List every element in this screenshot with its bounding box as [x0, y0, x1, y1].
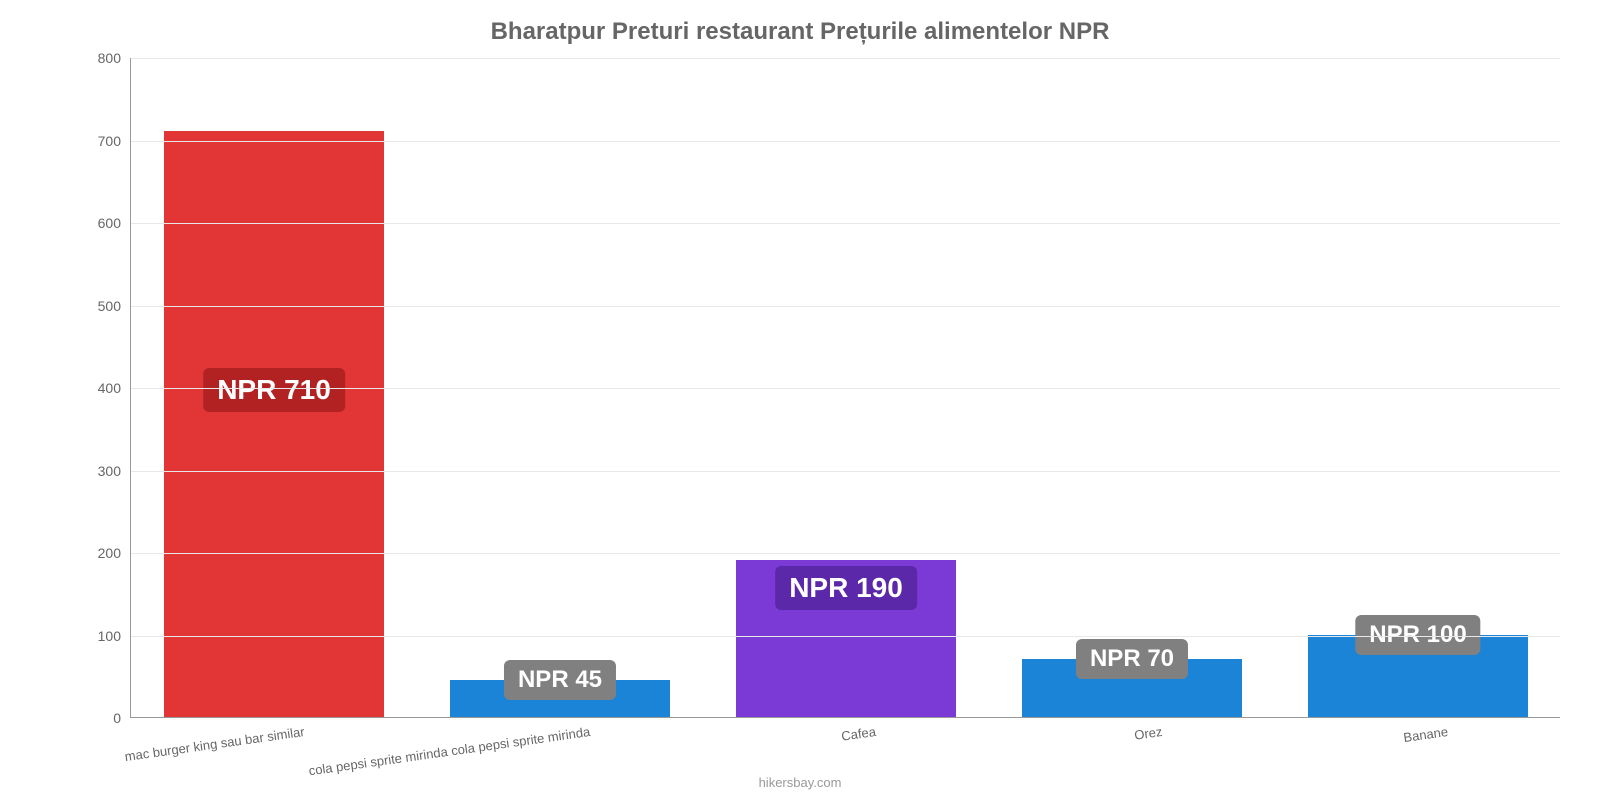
- chart-title: Bharatpur Preturi restaurant Prețurile a…: [0, 0, 1600, 46]
- value-badge: NPR 100: [1355, 615, 1480, 655]
- x-tick-label: Banane: [1403, 724, 1449, 745]
- chart-container: Bharatpur Preturi restaurant Prețurile a…: [0, 0, 1600, 800]
- grid-line: [131, 58, 1560, 59]
- x-tick-label: cola pepsi sprite mirinda cola pepsi spr…: [308, 724, 591, 778]
- y-tick-label: 800: [81, 50, 131, 66]
- grid-line: [131, 636, 1560, 637]
- y-tick-label: 200: [81, 545, 131, 561]
- value-badge: NPR 710: [203, 368, 345, 412]
- y-tick-label: 0: [81, 710, 131, 726]
- y-tick-label: 300: [81, 463, 131, 479]
- value-badge: NPR 70: [1076, 639, 1188, 679]
- grid-line: [131, 471, 1560, 472]
- grid-line: [131, 306, 1560, 307]
- x-tick-label: Cafea: [841, 724, 877, 744]
- grid-line: [131, 141, 1560, 142]
- y-tick-label: 100: [81, 628, 131, 644]
- x-tick-label: Orez: [1133, 724, 1163, 743]
- x-tick-label: mac burger king sau bar similar: [123, 724, 305, 764]
- grid-line: [131, 553, 1560, 554]
- plot-area: NPR 710NPR 45NPR 190NPR 70NPR 100 010020…: [130, 58, 1560, 718]
- y-tick-label: 700: [81, 133, 131, 149]
- bar: [164, 131, 384, 717]
- value-badge: NPR 45: [504, 660, 616, 700]
- chart-footer: hikersbay.com: [0, 775, 1600, 790]
- y-tick-label: 500: [81, 298, 131, 314]
- y-tick-label: 600: [81, 215, 131, 231]
- y-tick-label: 400: [81, 380, 131, 396]
- grid-line: [131, 223, 1560, 224]
- x-axis-labels: mac burger king sau bar similarcola peps…: [130, 718, 1560, 768]
- grid-line: [131, 388, 1560, 389]
- value-badge: NPR 190: [775, 566, 917, 610]
